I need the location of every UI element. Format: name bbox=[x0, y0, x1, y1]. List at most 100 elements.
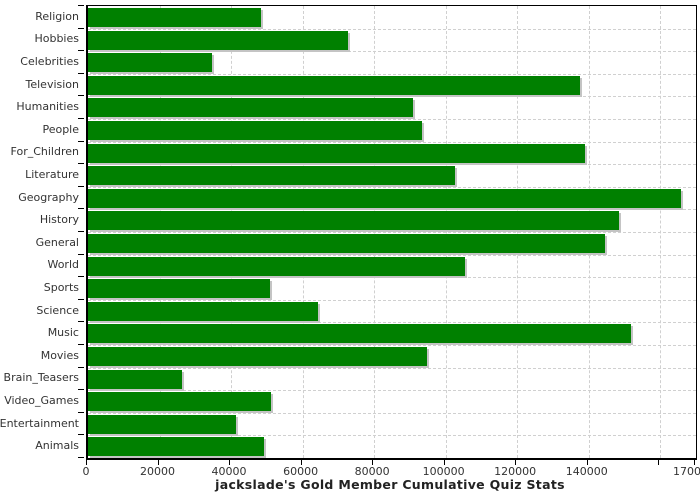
category-label-animals: Animals bbox=[35, 439, 79, 453]
y-axis-tick bbox=[78, 231, 84, 232]
grid-line-h bbox=[88, 345, 696, 346]
grid-line-h bbox=[88, 254, 696, 256]
bar-entertainment bbox=[88, 414, 236, 434]
category-label-entertainment: Entertainment bbox=[0, 416, 79, 430]
bar-world bbox=[88, 256, 465, 276]
y-axis-tick bbox=[78, 457, 84, 458]
x-tick-label: 100000 bbox=[422, 465, 465, 478]
grid-line-h bbox=[88, 51, 696, 53]
y-axis-tick bbox=[78, 253, 84, 255]
bar-celebrities bbox=[88, 53, 213, 73]
x-tick-label: 80000 bbox=[354, 465, 390, 478]
bar-humanities bbox=[88, 98, 414, 118]
bar-animals bbox=[88, 437, 264, 457]
grid-line-h bbox=[88, 322, 696, 324]
y-axis-tick bbox=[78, 434, 84, 436]
category-label-religion: Religion bbox=[35, 9, 79, 23]
grid-line-h bbox=[88, 73, 696, 75]
grid-line-h bbox=[88, 209, 696, 211]
y-axis-tick bbox=[78, 298, 84, 300]
y-axis-tick bbox=[78, 140, 84, 142]
x-axis-tick bbox=[515, 459, 517, 465]
x-axis-tick bbox=[372, 459, 374, 465]
y-axis-tick bbox=[78, 72, 84, 74]
category-label-sports: Sports bbox=[43, 281, 79, 294]
x-axis-tick bbox=[658, 459, 660, 465]
grid-line-h bbox=[88, 119, 696, 120]
bar-science bbox=[88, 301, 318, 321]
grid-line-h bbox=[88, 277, 696, 279]
category-label-television: Television bbox=[25, 77, 80, 91]
grid-line-h bbox=[88, 96, 696, 98]
y-axis-tick bbox=[78, 389, 84, 391]
y-axis-tick bbox=[78, 411, 84, 413]
x-axis-tick bbox=[586, 459, 588, 465]
y-axis-tick bbox=[78, 276, 84, 278]
category-label-for_children: For_Children bbox=[10, 145, 79, 159]
category-label-general: General bbox=[35, 235, 79, 249]
bar-history bbox=[88, 211, 619, 231]
y-axis-tick bbox=[78, 5, 84, 6]
y-axis-tick bbox=[78, 366, 84, 368]
grid-line-h bbox=[88, 390, 696, 392]
y-axis-tick bbox=[78, 208, 84, 210]
x-axis-tick bbox=[443, 459, 445, 465]
x-tick-label: 60000 bbox=[283, 465, 319, 478]
grid-line-h bbox=[88, 28, 696, 30]
y-axis-tick bbox=[78, 27, 84, 29]
x-axis-tick bbox=[694, 459, 695, 465]
y-axis-tick bbox=[78, 95, 84, 97]
bar-movies bbox=[88, 347, 427, 366]
x-tick-label: 170000 bbox=[673, 465, 700, 478]
x-axis-tick bbox=[157, 459, 159, 465]
x-tick-label: 0 bbox=[82, 465, 90, 478]
x-axis-tick bbox=[86, 459, 87, 465]
grid-line-h bbox=[88, 435, 696, 437]
plot-area bbox=[86, 5, 697, 460]
grid-line-h bbox=[88, 299, 696, 301]
bar-general bbox=[88, 234, 605, 253]
bar-sports bbox=[88, 279, 271, 299]
grid-line-h bbox=[88, 186, 696, 188]
category-label-music: Music bbox=[47, 326, 79, 340]
y-axis-tick bbox=[78, 344, 84, 345]
y-axis-tick bbox=[78, 50, 84, 52]
grid-line-h bbox=[88, 232, 696, 233]
bar-music bbox=[88, 324, 631, 344]
x-tick-label: 120000 bbox=[494, 465, 537, 478]
bar-geography bbox=[88, 188, 681, 208]
bar-video_games bbox=[88, 392, 272, 412]
y-axis-tick bbox=[78, 321, 84, 323]
bar-brain_teasers bbox=[88, 369, 182, 389]
category-label-geography: Geography bbox=[18, 190, 79, 204]
bar-for_children bbox=[88, 143, 585, 163]
bar-people bbox=[88, 121, 422, 140]
bar-hobbies bbox=[88, 30, 348, 50]
category-label-science: Science bbox=[36, 303, 79, 317]
category-label-humanities: Humanities bbox=[16, 100, 79, 114]
grid-line-h bbox=[88, 164, 696, 166]
y-axis-tick bbox=[78, 185, 84, 187]
grid-line-h bbox=[88, 412, 696, 414]
x-tick-label: 40000 bbox=[211, 465, 247, 478]
grid-line-h bbox=[88, 367, 696, 369]
grid-line-h bbox=[88, 141, 696, 143]
x-axis-tick bbox=[300, 459, 302, 465]
chart-title: jackslade's Gold Member Cumulative Quiz … bbox=[215, 477, 565, 492]
category-label-brain_teasers: Brain_Teasers bbox=[3, 371, 79, 385]
y-axis-tick bbox=[78, 118, 84, 119]
category-label-celebrities: Celebrities bbox=[20, 55, 79, 68]
category-label-world: World bbox=[47, 258, 79, 272]
y-axis-tick bbox=[78, 163, 84, 165]
category-label-people: People bbox=[42, 122, 79, 136]
bar-television bbox=[88, 75, 580, 95]
x-tick-label: 140000 bbox=[565, 465, 608, 478]
bar-literature bbox=[88, 166, 455, 186]
x-axis-tick bbox=[229, 459, 231, 465]
category-label-movies: Movies bbox=[40, 348, 79, 362]
category-label-video_games: Video_Games bbox=[4, 394, 79, 407]
category-label-literature: Literature bbox=[25, 168, 79, 181]
category-label-history: History bbox=[39, 213, 79, 227]
category-label-hobbies: Hobbies bbox=[34, 32, 79, 46]
